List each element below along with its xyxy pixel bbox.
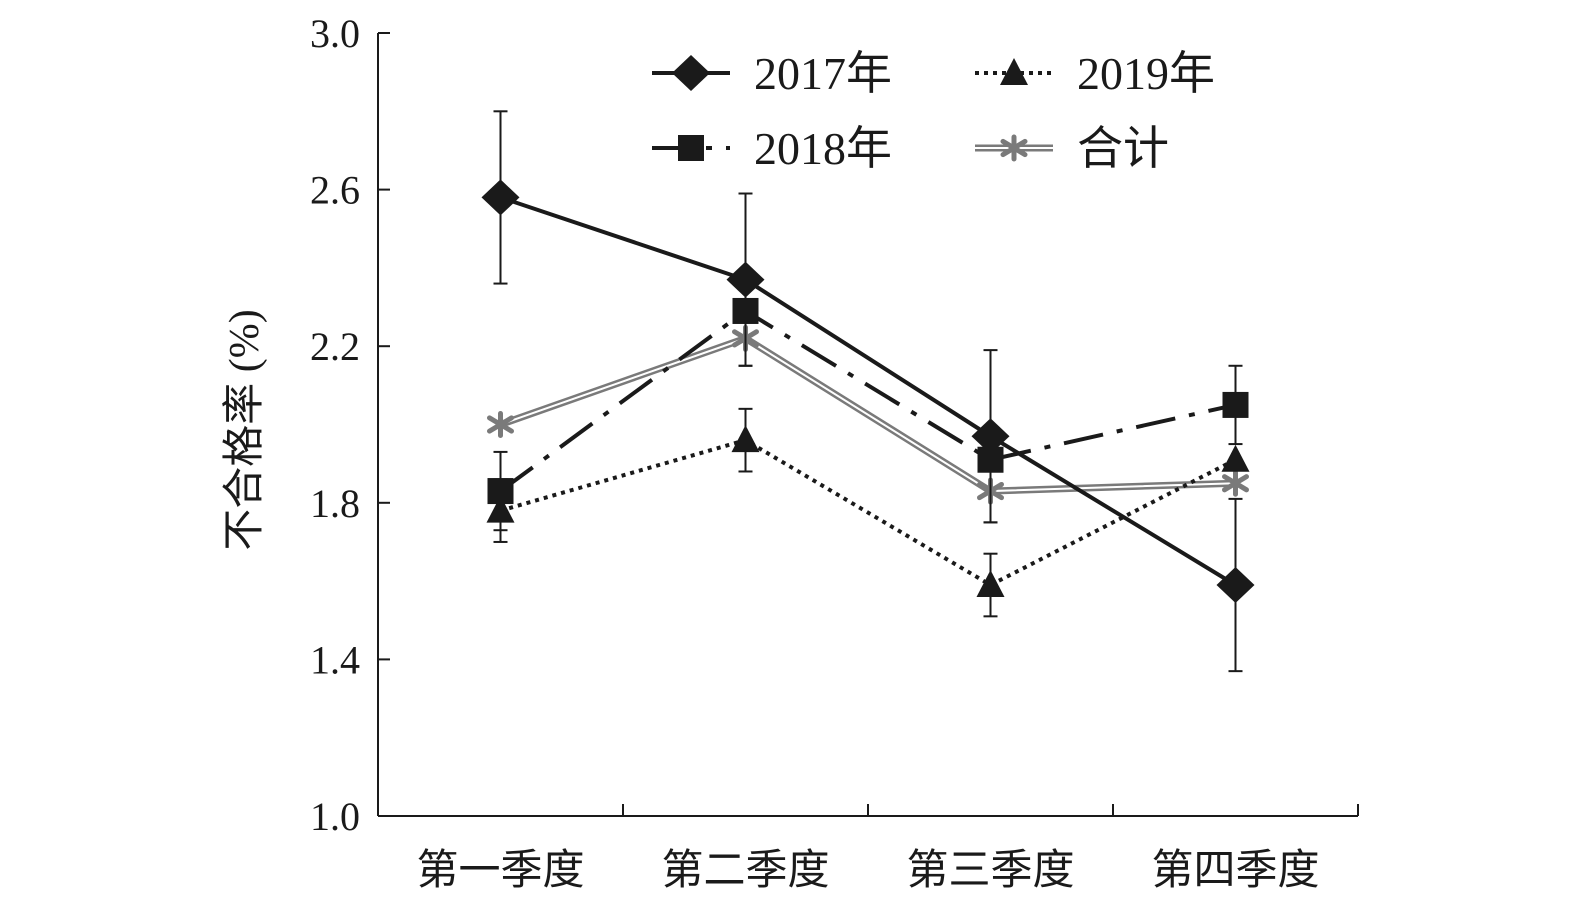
data-point	[726, 261, 765, 298]
y-tick-label: 1.0	[310, 794, 360, 839]
y-tick-label: 2.6	[310, 168, 360, 213]
legend-label: 2018年	[754, 123, 892, 174]
legend-label: 2017年	[754, 48, 892, 99]
y-tick-label: 2.2	[310, 324, 360, 369]
series-total	[487, 309, 1249, 524]
x-tick-label: 第三季度	[906, 848, 1074, 894]
legend-item: 2019年	[975, 48, 1215, 99]
legend-marker	[678, 135, 704, 161]
legend-item: 2018年	[652, 123, 892, 174]
data-point	[487, 411, 514, 438]
data-point-stroke	[1222, 474, 1249, 493]
data-point	[731, 425, 760, 453]
legend-marker-stroke	[1000, 138, 1028, 158]
x-tick-label: 第二季度	[661, 848, 829, 894]
legend-marker	[672, 55, 710, 91]
data-point-stroke	[487, 415, 514, 434]
data-point	[487, 478, 514, 505]
y-tick-label: 1.4	[310, 637, 360, 682]
series-line	[499, 437, 1237, 588]
x-tick-label: 第四季度	[1151, 848, 1319, 894]
data-point	[1222, 391, 1249, 418]
x-tick-label: 第一季度	[416, 848, 584, 894]
legend-item: 2017年	[652, 48, 892, 99]
series-2017	[481, 110, 1255, 673]
series-line-inner	[500, 337, 1236, 493]
series-2019	[486, 407, 1250, 618]
series-line	[499, 308, 1236, 493]
data-point	[971, 418, 1010, 455]
legend-label: 2019年	[1077, 48, 1215, 99]
legend-label: 合计	[1077, 123, 1169, 174]
legend: 2017年 2019年 2018年 合计	[652, 48, 1215, 174]
data-point	[1221, 444, 1250, 472]
legend-item: 合计	[975, 123, 1169, 174]
legend-marker	[1000, 58, 1028, 85]
y-axis-label: 不合格率 (%)	[221, 309, 268, 550]
data-point	[1216, 567, 1255, 604]
series-line	[499, 195, 1237, 587]
y-tick-label: 3.0	[310, 11, 360, 56]
data-point	[1222, 469, 1249, 497]
plot-area: 1.0 1.4 1.8 2.2 2.6 3.0 第一季度 第二季度 第三季度 第四季度	[310, 11, 1359, 894]
legend-marker	[1000, 134, 1028, 162]
data-point	[976, 570, 1005, 598]
data-point	[481, 179, 520, 216]
y-tick-label: 1.8	[310, 481, 360, 526]
